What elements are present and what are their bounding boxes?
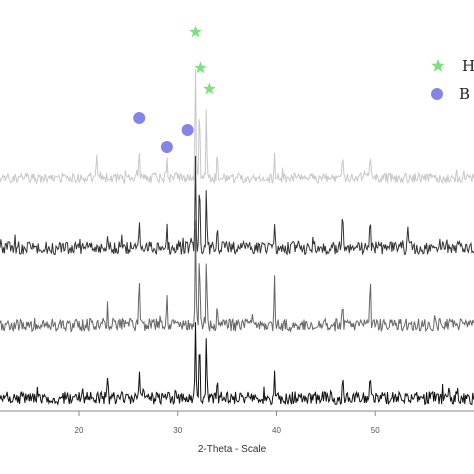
x-axis-title: 2-Theta - Scale	[198, 444, 267, 455]
legend-label-b: B	[459, 85, 470, 103]
xrd-pattern-line	[0, 69, 474, 185]
x-tick-label: 50	[371, 426, 380, 435]
phase-b-marker	[181, 124, 194, 136]
phase-b-marker	[160, 141, 173, 153]
phase-b-marker	[133, 112, 146, 124]
phase-h-marker	[189, 25, 202, 38]
legend: H B	[431, 57, 474, 103]
xrd-pattern-line	[0, 220, 474, 334]
x-tick-label: 20	[75, 426, 84, 435]
legend-star-icon	[431, 59, 445, 72]
series-layer	[0, 69, 474, 407]
x-axis: 20 30 40 50 2-Theta - Scale	[0, 410, 474, 455]
legend-label-h: H	[462, 57, 474, 75]
x-tick-label: 30	[173, 426, 182, 435]
legend-circle-icon	[431, 88, 443, 100]
phase-h-marker	[194, 61, 207, 74]
xrd-pattern-line	[0, 322, 474, 407]
peak-marker-layer	[133, 25, 216, 153]
phase-h-marker	[203, 82, 216, 95]
x-tick-label: 40	[272, 426, 281, 435]
xrd-pattern-line	[0, 155, 474, 256]
